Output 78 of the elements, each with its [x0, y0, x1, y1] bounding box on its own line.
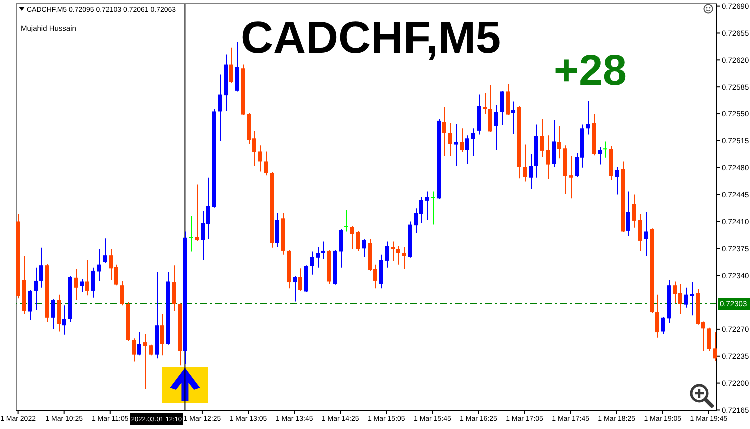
candlestick: [626, 191, 630, 237]
candlestick: [524, 144, 528, 182]
candlestick: [298, 268, 302, 292]
candlestick: [380, 254, 384, 290]
candlestick: [132, 338, 136, 362]
candlestick: [616, 166, 620, 196]
candlestick: [442, 106, 446, 157]
candlestick: [644, 212, 648, 257]
candlestick: [230, 47, 234, 84]
candlestick: [58, 294, 62, 332]
candlestick: [52, 298, 56, 330]
candlestick: [80, 278, 84, 294]
candlestick: [172, 265, 176, 312]
candlestick: [104, 238, 108, 264]
candlestick: [604, 141, 608, 158]
candlestick: [546, 135, 550, 180]
candlestick: [570, 156, 574, 200]
candlestick: [484, 92, 488, 115]
candlestick: [34, 267, 38, 311]
candlestick: [316, 246, 320, 268]
candlestick: [98, 248, 102, 282]
candlestick: [460, 128, 464, 153]
candlestick: [500, 90, 504, 126]
candlestick: [190, 216, 194, 252]
candlestick: [92, 267, 96, 298]
candlestick: [344, 210, 348, 232]
chart-title: CADCHF,M5: [241, 12, 502, 63]
candlestick: [62, 305, 66, 336]
candlestick: [558, 126, 562, 160]
candlestick: [258, 145, 262, 172]
candlestick: [656, 294, 660, 338]
candlestick: [662, 316, 666, 335]
candlestick: [362, 238, 366, 258]
candlestick: [598, 146, 602, 166]
candlestick: [402, 246, 406, 270]
candlestick: [120, 280, 124, 306]
candlestick: [236, 42, 240, 92]
candlestick: [540, 118, 544, 158]
candlestick: [40, 247, 44, 288]
candlestick: [690, 282, 694, 316]
candlestick: [530, 154, 534, 190]
candlestick: [144, 334, 148, 390]
candlestick: [488, 85, 492, 133]
candlestick: [350, 226, 354, 250]
candlestick: [494, 105, 498, 151]
candlestick: [150, 344, 154, 356]
candlestick: [396, 246, 400, 266]
candlestick: [340, 228, 344, 268]
candlestick: [322, 241, 326, 260]
candlestick: [552, 120, 556, 168]
annotation: +28: [554, 47, 627, 95]
candlestick: [356, 230, 360, 252]
candlestick: [392, 241, 396, 262]
candlestick: [138, 332, 142, 356]
candlestick: [684, 287, 688, 308]
candlestick: [218, 74, 222, 142]
candlestick: [264, 151, 268, 176]
candlestick: [160, 314, 164, 356]
candlestick: [512, 101, 516, 135]
candlestick: [310, 251, 314, 276]
candlestick: [632, 194, 636, 228]
candlestick: [386, 241, 390, 268]
candlestick: [28, 290, 32, 321]
candlestick: [708, 327, 712, 352]
candlestick: [586, 100, 590, 136]
candlestick: [638, 214, 642, 252]
candlestick: [276, 212, 280, 248]
candlestick: [472, 128, 476, 157]
candlestick: [86, 260, 90, 296]
candlestick: [432, 191, 436, 226]
candlestick: [426, 191, 430, 221]
candlestick: [294, 276, 298, 302]
candlestick: [74, 268, 78, 301]
candlestick: [196, 184, 200, 242]
candlestick: [454, 124, 458, 167]
candlestick: [466, 135, 470, 165]
candlestick: [506, 84, 510, 116]
candlestick: [448, 122, 452, 157]
